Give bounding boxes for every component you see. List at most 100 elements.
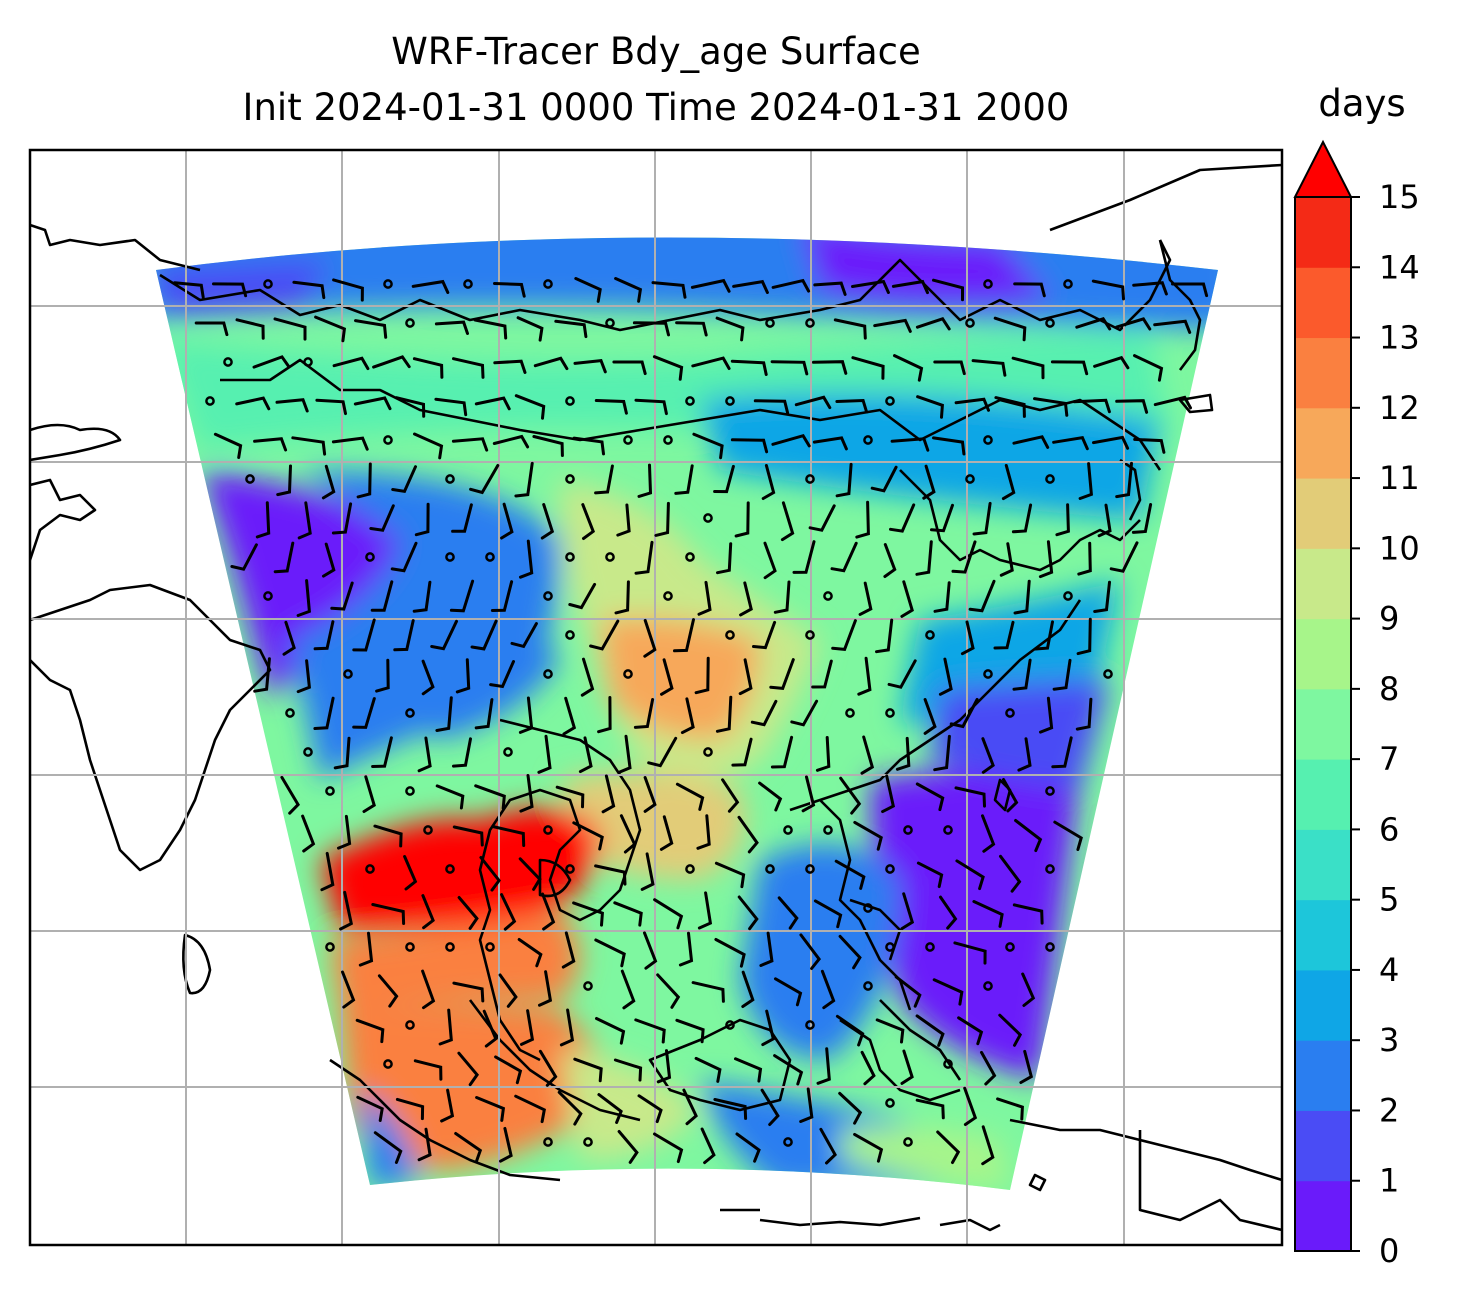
wind-barb <box>890 437 930 452</box>
wind-barb <box>339 890 354 931</box>
calm-wind-marker <box>1045 474 1055 484</box>
wind-barb <box>674 464 694 495</box>
wind-barb <box>1050 360 1089 376</box>
wind-barb <box>900 1049 914 1085</box>
calm-wind-marker <box>565 552 575 562</box>
wind-barb <box>932 978 964 1006</box>
wind-barb <box>634 398 668 416</box>
wind-barb <box>620 969 636 1010</box>
wind-barb <box>1019 1049 1034 1084</box>
calm-wind-marker <box>663 435 673 445</box>
wind-barb <box>955 859 985 891</box>
calm-wind-marker <box>903 825 913 835</box>
calm-wind-marker <box>205 396 215 406</box>
wind-barb <box>490 580 514 612</box>
wind-barb <box>369 504 395 532</box>
wind-barb <box>887 659 917 689</box>
wind-barb <box>1039 696 1054 734</box>
calm-wind-marker <box>503 747 513 757</box>
calm-wind-marker <box>1063 591 1073 601</box>
wind-barb <box>538 970 553 1007</box>
colorbar-segment <box>1295 1180 1351 1252</box>
wind-barb <box>413 432 444 460</box>
wind-barb <box>411 279 450 294</box>
calm-wind-marker <box>925 942 935 952</box>
wind-barb <box>173 281 205 299</box>
wind-barb <box>881 774 896 814</box>
calm-wind-marker <box>285 708 295 718</box>
calm-wind-marker <box>1005 708 1015 718</box>
wind-barb <box>440 1088 455 1123</box>
wind-barb <box>514 461 534 498</box>
wind-barb <box>812 436 848 451</box>
wind-barb <box>375 658 390 693</box>
calm-wind-marker <box>725 630 735 640</box>
wind-barb <box>851 356 885 380</box>
wind-barb <box>390 541 418 573</box>
wind-barb <box>321 464 336 500</box>
colorbar-tick-label: 8 <box>1379 670 1399 708</box>
wind-barb <box>594 399 628 415</box>
wind-barb <box>883 543 897 578</box>
calm-wind-marker <box>365 864 375 874</box>
calm-wind-marker <box>365 552 375 562</box>
wind-barb <box>395 396 426 418</box>
wind-barb <box>895 736 911 771</box>
wind-barb <box>851 279 890 294</box>
calm-wind-marker <box>583 981 593 991</box>
calm-wind-marker <box>783 1137 793 1147</box>
colorbar-segment <box>1295 829 1351 901</box>
wind-barb <box>981 737 995 774</box>
wind-barb <box>972 501 992 536</box>
wind-barb <box>971 359 1007 377</box>
colorbar-tick-label: 5 <box>1379 881 1399 919</box>
wind-barb <box>813 281 847 296</box>
wind-barb <box>356 1095 384 1122</box>
wind-barb <box>554 319 588 339</box>
wind-barb <box>713 464 735 494</box>
wind-barb <box>498 973 518 1008</box>
calm-wind-marker <box>583 1137 593 1147</box>
wind-barb <box>713 1098 748 1120</box>
colorbar-tick-label: 9 <box>1379 600 1399 638</box>
colorbar-tick-label: 14 <box>1379 248 1420 286</box>
wind-barb <box>518 857 542 891</box>
wind-barb <box>981 814 996 853</box>
colorbar-tick-label: 15 <box>1379 178 1420 216</box>
wind-barb <box>831 619 857 651</box>
colorbar-tick-label: 11 <box>1379 459 1420 497</box>
wind-barb <box>811 659 833 689</box>
wind-barb <box>561 931 576 969</box>
colorbar-segment <box>1295 548 1351 620</box>
wind-barb <box>633 698 655 729</box>
wind-barb <box>799 933 821 970</box>
wind-barb <box>697 891 713 930</box>
wind-barb <box>520 1009 535 1046</box>
wind-barb <box>1033 397 1069 417</box>
wind-barb <box>770 360 809 376</box>
wind-barb <box>656 973 681 1009</box>
wind-barb <box>1132 281 1168 296</box>
wind-barb <box>1077 541 1092 576</box>
colorbar-tick-label: 4 <box>1379 951 1399 989</box>
wind-barb <box>741 970 755 1008</box>
wind-barb <box>493 359 527 374</box>
wind-barb <box>452 737 472 768</box>
calm-wind-marker <box>543 825 553 835</box>
wind-barb <box>637 463 653 498</box>
wind-barb <box>597 1093 623 1124</box>
wind-barb <box>514 1094 546 1124</box>
wind-barb <box>594 938 626 968</box>
calm-wind-marker <box>885 1098 895 1108</box>
calm-wind-marker <box>863 981 873 991</box>
wind-barb <box>282 620 296 656</box>
wind-barb <box>322 542 336 578</box>
wind-barb <box>572 901 604 927</box>
wind-barb <box>235 318 265 340</box>
wind-barb <box>1001 464 1016 501</box>
calm-wind-marker <box>445 864 455 874</box>
wind-barb <box>758 781 783 812</box>
wind-barb <box>313 620 335 651</box>
chart-title-line1: WRF-Tracer Bdy_age Surface <box>391 30 921 73</box>
wind-barb <box>470 619 498 651</box>
